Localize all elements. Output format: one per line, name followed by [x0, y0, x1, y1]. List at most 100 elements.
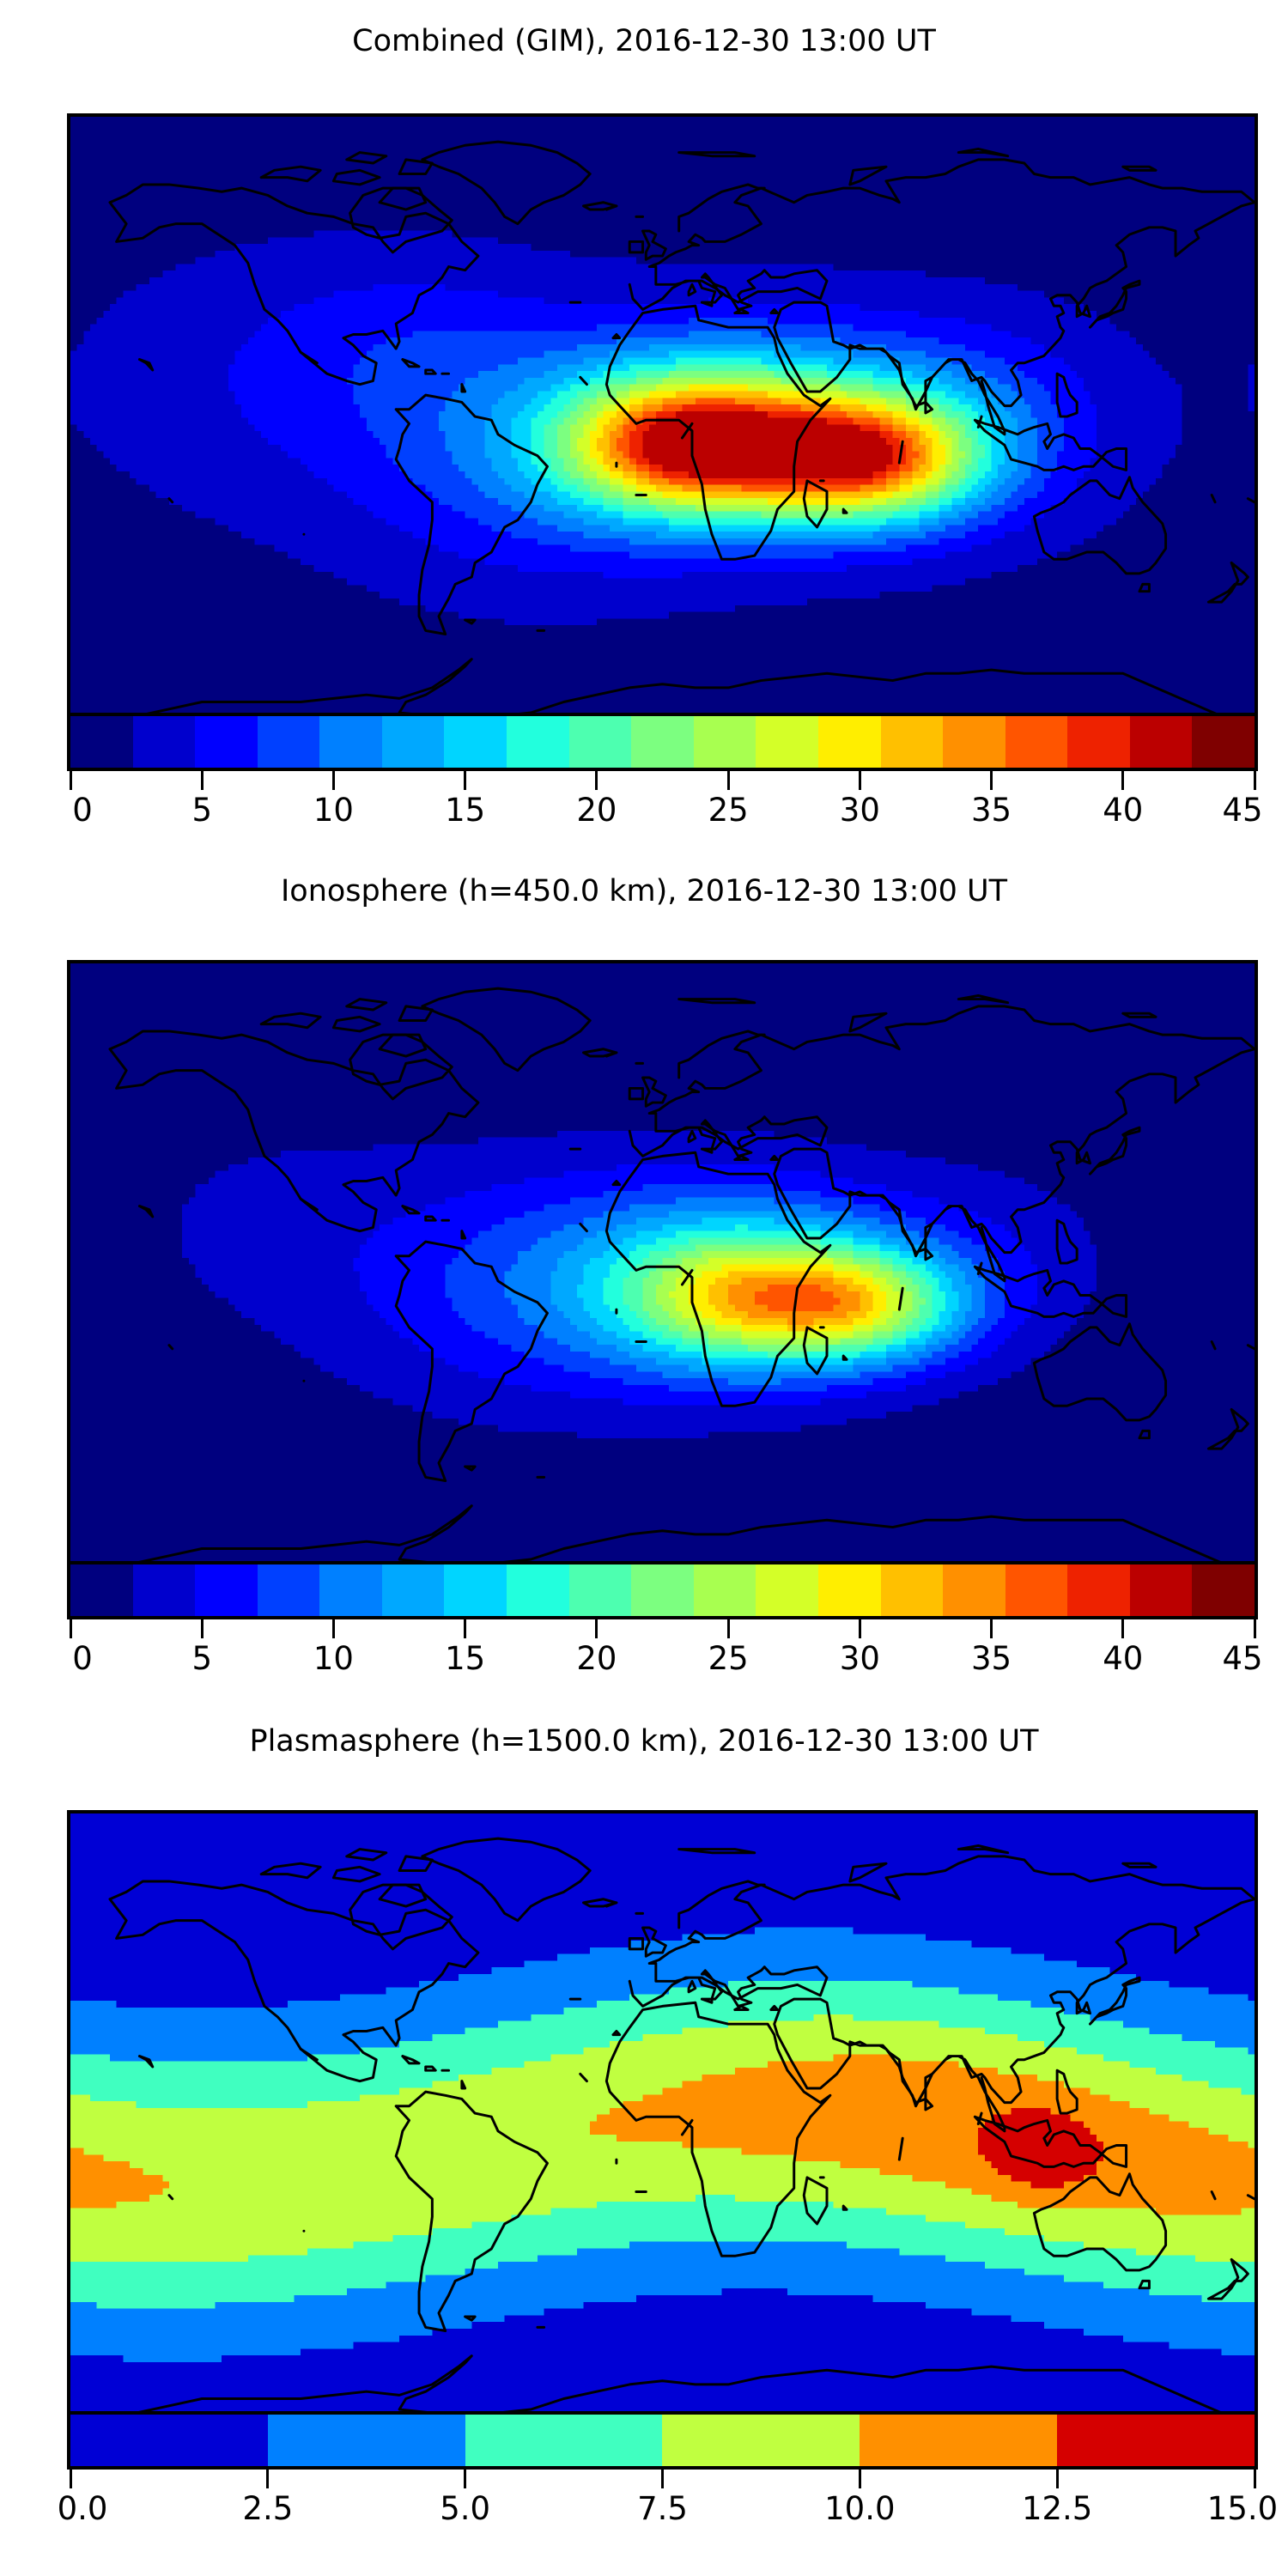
- coastline: [394, 2090, 549, 2333]
- coastline: [1089, 1126, 1141, 1176]
- coastline: [700, 301, 714, 307]
- coastline: [605, 304, 832, 561]
- colorbar-plasmasphere: 0.0 2.5 5.0 7.5 10.0 12.5 15.0: [58, 2411, 1278, 2531]
- coastline: [628, 1855, 1255, 2133]
- coastline: [677, 998, 756, 1005]
- coastline: [1206, 2257, 1249, 2300]
- colorbar-tick: [266, 2470, 270, 2488]
- colorbar-tick-label: 2.5: [242, 2490, 293, 2527]
- coastline: [973, 2115, 1128, 2168]
- colorbar-segment: [880, 716, 944, 768]
- coastline: [897, 440, 904, 465]
- coastline: [924, 1247, 934, 1261]
- coastline: [897, 1286, 904, 1311]
- colorbar-segment: [1057, 2415, 1255, 2466]
- coastline: [299, 2047, 319, 2062]
- coastline: [976, 415, 983, 429]
- contour-map-svg: [70, 1814, 1255, 2456]
- coastline: [167, 1344, 174, 1351]
- colorbar-segment: [195, 1564, 258, 1616]
- map-ionosphere: [67, 960, 1258, 1609]
- coastline: [1138, 2279, 1151, 2290]
- colorbar-segment: [444, 716, 507, 768]
- colorbar-tick: [726, 1619, 730, 1638]
- colorbar-combined-ticks: [67, 771, 1258, 790]
- coastline: [421, 987, 592, 1072]
- coastline: [345, 151, 388, 165]
- coastline: [108, 183, 480, 386]
- coastline: [1246, 2194, 1255, 2201]
- colorbar-tick: [990, 1619, 993, 1638]
- colorbar-tick: [858, 1619, 861, 1638]
- colorbar-tick: [331, 1619, 335, 1638]
- colorbar-tick: [464, 2470, 467, 2488]
- panel-title-plasmasphere: Plasmasphere (h=1500.0 km), 2016-12-30 1…: [0, 1724, 1288, 1759]
- colorbar-segment: [1129, 716, 1193, 768]
- coastline: [848, 1012, 888, 1033]
- coastline: [687, 283, 697, 297]
- coastline: [628, 1086, 645, 1101]
- coastline: [641, 1926, 667, 1958]
- coastline: [137, 1205, 155, 1218]
- coastline: [378, 186, 428, 211]
- coastline: [802, 1326, 829, 1376]
- colorbar-combined-gradient: [67, 713, 1258, 771]
- coastline: [1055, 372, 1078, 418]
- colorbar-tick-label: 40: [1103, 1640, 1143, 1677]
- coastline: [841, 2204, 848, 2211]
- colorbar-ionosphere-ticks: [67, 1619, 1258, 1638]
- coastline: [464, 2315, 477, 2322]
- coastline: [677, 183, 766, 233]
- colorbar-tick: [464, 771, 467, 790]
- coastline: [1089, 1976, 1141, 2026]
- coastline: [628, 1005, 1255, 1283]
- colorbar-tick: [726, 771, 730, 790]
- coastline: [70, 1504, 1255, 1568]
- colorbar-segment: [756, 716, 818, 768]
- coastline: [460, 2080, 467, 2090]
- coastline: [680, 1268, 694, 1286]
- coastline: [259, 1012, 322, 1030]
- coastline: [611, 2030, 622, 2037]
- coastline: [421, 140, 592, 226]
- coastline: [331, 168, 381, 186]
- coastline: [401, 2055, 421, 2065]
- coastline: [677, 151, 756, 158]
- colorbar-tick: [200, 1619, 204, 1638]
- coastline: [398, 1005, 434, 1022]
- colorbar-tick: [69, 1619, 72, 1638]
- coastline: [421, 1837, 592, 1923]
- contour-fill-layer: [70, 1814, 1255, 2456]
- colorbar-tick: [595, 771, 598, 790]
- coastline: [1210, 1340, 1217, 1351]
- coastline: [137, 2055, 155, 2069]
- coastline: [605, 1051, 618, 1058]
- coastline: [1138, 582, 1151, 593]
- contour-map-svg: [70, 963, 1255, 1606]
- coastline: [957, 993, 1010, 1005]
- coastline: [677, 1848, 756, 1855]
- colorbar-tick-label: 40: [1103, 792, 1143, 829]
- coastline: [331, 1865, 381, 1883]
- colorbar-tick: [1121, 771, 1125, 790]
- colorbar-segment: [1005, 716, 1068, 768]
- colorbar-segment: [631, 1564, 694, 1616]
- colorbar-segment: [70, 1564, 133, 1616]
- coastline-layer: [70, 1837, 1255, 2418]
- coastline: [611, 333, 622, 340]
- coastline: [680, 422, 694, 440]
- colorbar-tick: [1121, 1619, 1125, 1638]
- coastline: [641, 229, 667, 261]
- coastline: [378, 1883, 428, 1908]
- colorbar-tick: [331, 771, 335, 790]
- colorbar-segment: [943, 1564, 1005, 1616]
- colorbar-tick: [200, 771, 204, 790]
- coastline: [641, 1076, 667, 1108]
- colorbar-tick: [1253, 771, 1256, 790]
- colorbar-tick: [1055, 2470, 1059, 2488]
- coastline: [1089, 279, 1141, 329]
- colorbar-segment: [1192, 716, 1255, 768]
- coastline: [700, 1147, 714, 1154]
- colorbar-tick: [595, 1619, 598, 1638]
- colorbar-tick-label: 5: [191, 1640, 212, 1677]
